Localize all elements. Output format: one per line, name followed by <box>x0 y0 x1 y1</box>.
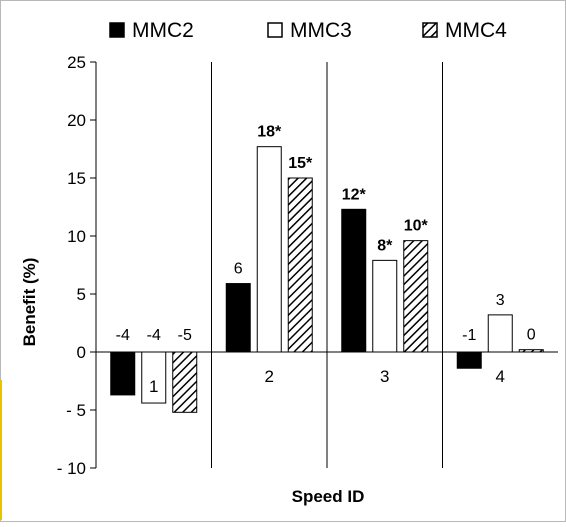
empty-square-icon <box>267 22 283 38</box>
data-label: 3 <box>496 292 505 309</box>
data-label: -4 <box>116 327 130 344</box>
legend-label-mmc2: MMC2 <box>132 19 194 42</box>
data-label: 10* <box>404 218 429 235</box>
x-tick-label: 3 <box>380 367 389 386</box>
y-tick-label: 0 <box>77 343 86 362</box>
y-tick-label: 5 <box>77 285 86 304</box>
data-label: -4 <box>147 327 161 344</box>
legend-label-mmc3: MMC3 <box>290 19 352 42</box>
data-label: -5 <box>178 327 192 344</box>
bar-mmc2 <box>110 351 136 396</box>
x-axis-label: Speed ID <box>292 487 365 506</box>
bar-mmc2 <box>225 283 251 353</box>
x-tick-label: 4 <box>496 367 505 386</box>
y-tick-label: - 10 <box>57 459 86 478</box>
data-label: 8* <box>377 237 393 254</box>
y-tick-label: - 5 <box>66 401 86 420</box>
bar-mmc4 <box>172 351 198 413</box>
bar-mmc4 <box>287 177 313 353</box>
bar-mmc3 <box>256 146 282 353</box>
bar-mmc3 <box>372 259 398 353</box>
x-tick-label: 2 <box>265 367 274 386</box>
bar-mmc2 <box>341 208 367 353</box>
hatched-square-icon <box>422 22 438 38</box>
data-label: 18* <box>257 124 282 141</box>
data-label: 12* <box>342 186 367 203</box>
y-tick-label: 25 <box>67 53 86 72</box>
filled-square-icon <box>109 22 125 38</box>
y-tick-label: 10 <box>67 227 86 246</box>
bar-mmc4 <box>518 349 544 353</box>
data-label: 6 <box>234 261 243 278</box>
bar-mmc3 <box>487 314 513 353</box>
legend: MMC2 MMC3 MMC4 <box>109 19 507 42</box>
y-axis-label: Benefit (%) <box>20 258 39 347</box>
data-label: -1 <box>462 327 476 344</box>
y-tick-label: 15 <box>67 169 86 188</box>
data-label: 0 <box>527 327 536 344</box>
bar-mmc3 <box>141 351 167 404</box>
y-tick-label: 20 <box>67 111 86 130</box>
bar-mmc4 <box>403 240 429 353</box>
bar-mmc2 <box>456 351 482 369</box>
legend-label-mmc4: MMC4 <box>445 19 507 42</box>
x-tick-label: 1 <box>149 377 158 396</box>
data-label: 15* <box>288 155 313 172</box>
